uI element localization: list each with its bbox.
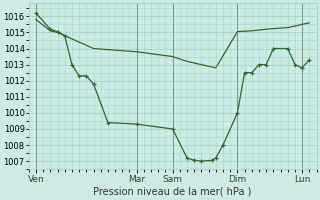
X-axis label: Pression niveau de la mer( hPa ): Pression niveau de la mer( hPa )	[93, 187, 252, 197]
